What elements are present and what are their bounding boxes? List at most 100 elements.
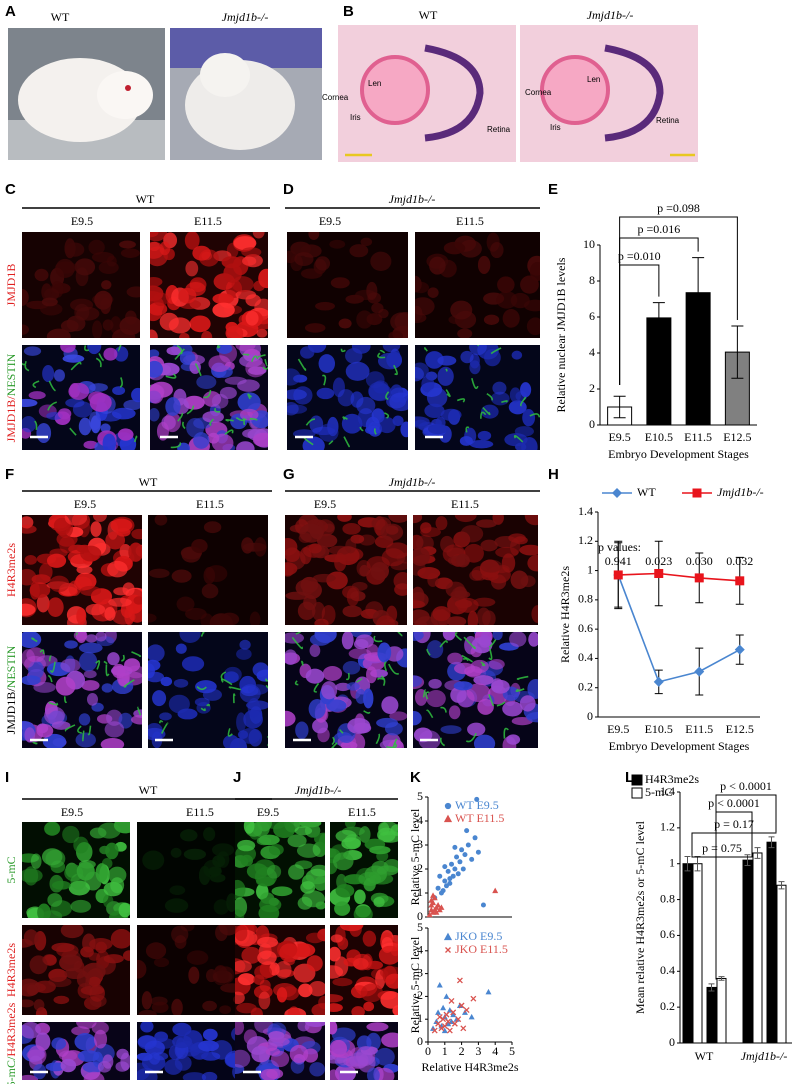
cell (165, 397, 181, 417)
bar (706, 986, 717, 1044)
cell (153, 1052, 169, 1061)
cell (235, 879, 246, 900)
panel-letter: L (625, 769, 634, 786)
cell (297, 896, 313, 910)
image-content (287, 232, 408, 338)
cell (413, 675, 422, 687)
point (445, 1018, 452, 1025)
cell (511, 350, 523, 360)
cell (181, 656, 205, 672)
cell (41, 297, 58, 307)
fiber (242, 353, 250, 356)
fiber (503, 727, 509, 739)
cell (39, 563, 53, 581)
cell (294, 826, 313, 836)
genotype: WT (139, 783, 158, 797)
cell (304, 323, 326, 333)
point (462, 852, 468, 858)
y-tick-label: 8 (589, 273, 595, 287)
point (460, 866, 466, 872)
fiber (63, 696, 68, 704)
y-tick-label: 4 (417, 943, 423, 957)
y-tick-label: 1 (587, 562, 593, 576)
cell (235, 1049, 251, 1068)
cell (117, 428, 134, 441)
cell (386, 351, 403, 369)
cell (342, 522, 361, 535)
cell (33, 681, 56, 693)
cell (279, 943, 300, 963)
y-tick-label: 1.4 (578, 504, 593, 518)
cell (183, 848, 207, 860)
fiber (87, 725, 92, 736)
point (442, 864, 448, 870)
fiber (342, 416, 348, 420)
micrograph (287, 345, 408, 450)
cell (62, 825, 80, 844)
cell (527, 679, 538, 699)
fiber (98, 353, 105, 362)
cell (415, 419, 428, 429)
fiber (422, 689, 427, 698)
cell (70, 899, 92, 913)
cell (22, 1022, 41, 1039)
cell (378, 945, 398, 965)
cell (258, 991, 271, 1010)
cell (41, 283, 53, 301)
row-label: 5-mC (4, 856, 18, 883)
cell (373, 896, 385, 908)
cell (235, 991, 245, 1005)
point (457, 859, 463, 865)
fiber (345, 672, 350, 681)
fiber (461, 654, 467, 660)
cell (270, 1050, 290, 1068)
cell (73, 836, 89, 854)
cell (305, 932, 325, 944)
cell (103, 881, 123, 897)
cell (205, 565, 228, 582)
cell (435, 516, 448, 531)
cell (202, 1000, 217, 1012)
cell (360, 237, 373, 247)
cell (413, 727, 433, 743)
error-bar (778, 881, 785, 890)
stage: E9.5 (314, 497, 336, 511)
cell (356, 310, 373, 329)
cell (447, 652, 463, 665)
point (468, 1013, 475, 1020)
series-line (617, 574, 741, 683)
y-axis-label: Relative nuclear JMJD1B levels (554, 257, 568, 412)
fiber (47, 401, 57, 411)
cell (420, 527, 441, 538)
cell (312, 573, 336, 583)
cell (59, 536, 75, 554)
cell (330, 1003, 343, 1013)
fiber (356, 677, 363, 683)
panel-letter: D (283, 181, 294, 198)
point (452, 866, 458, 872)
panel-letter: F (5, 466, 14, 483)
micrograph (330, 1022, 398, 1080)
cell (352, 953, 372, 971)
cell (473, 734, 496, 748)
cell (351, 345, 371, 354)
cell (356, 396, 376, 415)
x-tick-label: E12.5 (723, 430, 751, 444)
cell (28, 391, 46, 400)
cell (104, 606, 116, 621)
fiber (305, 418, 316, 426)
cell (224, 376, 247, 385)
cell (243, 822, 255, 834)
y-tick-label: 0 (669, 1035, 675, 1049)
x-axis-label: Embryo Development Stages (608, 447, 749, 461)
cell (480, 559, 503, 573)
y-tick-label: 4 (589, 345, 595, 359)
marker (734, 644, 745, 655)
cell (287, 1006, 301, 1015)
point (475, 849, 481, 855)
cell (201, 583, 219, 599)
cell (508, 400, 527, 415)
fiber (206, 703, 210, 707)
cell (148, 613, 157, 623)
cell (40, 302, 63, 316)
